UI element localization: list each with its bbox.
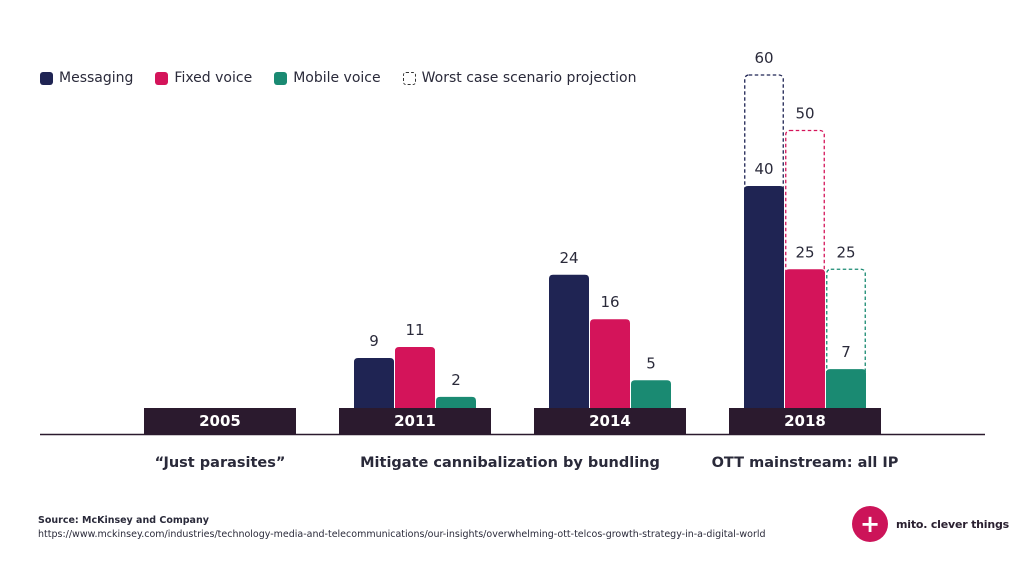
value-label-mobile-voice-2011: 2: [451, 371, 461, 389]
x-tick-label-2018: 2018: [784, 412, 826, 430]
value-label-mobile-voice-2014: 5: [646, 354, 656, 372]
legend-swatch-fixed-voice: [155, 71, 169, 85]
plus-icon: +: [852, 506, 888, 542]
bar-chart: 2005 9 11 2 2011 24 16 5 2014 40 25 7 60 50 25 2018 “Jus…: [40, 49, 985, 471]
value-label-mobile-voice-2018: 7: [841, 343, 851, 361]
source-url: https://www.mckinsey.com/industries/tech…: [38, 529, 766, 540]
bar-mobile-voice-2018: [826, 369, 866, 408]
value-label-messaging-2018: 40: [754, 160, 773, 178]
x-tick-label-2011: 2011: [394, 412, 436, 430]
phase-label-2: Mitigate cannibalization by bundling: [360, 455, 660, 471]
source-title: Source: McKinsey and Company: [38, 515, 209, 526]
legend-label-fixed-voice: Fixed voice: [174, 70, 253, 86]
phase-label-1: “Just parasites”: [155, 455, 286, 471]
chart-legend: Messaging Fixed voice Mobile voice Worst…: [40, 70, 636, 86]
worst-case-label-messaging-2018: 60: [754, 49, 773, 67]
worst-case-label-mobile-voice-2018: 25: [836, 243, 855, 261]
value-label-messaging-2014: 24: [559, 249, 578, 267]
bar-fixed-voice-2011: [395, 346, 435, 408]
legend-label-messaging: Messaging: [59, 70, 134, 86]
brand-text: mito. clever things: [896, 517, 1010, 531]
legend-label-mobile-voice: Mobile voice: [293, 70, 381, 86]
x-tick-label-2014: 2014: [589, 412, 631, 430]
legend-item-messaging: Messaging: [40, 70, 133, 86]
source-note: Source: McKinsey and Company https://www…: [38, 514, 766, 542]
value-label-fixed-voice-2014: 16: [600, 293, 619, 311]
year-box-2005: [144, 408, 296, 434]
legend-swatch-messaging: [40, 71, 53, 85]
legend-item-worst-case: Worst case scenario projection: [402, 70, 637, 86]
worst-case-outline-messaging-2018: [744, 74, 784, 409]
legend-item-fixed-voice: Fixed voice: [155, 70, 252, 86]
legend-label-worst-case: Worst case scenario projection: [421, 70, 637, 86]
legend-item-mobile-voice: Mobile voice: [274, 70, 381, 86]
bar-mobile-voice-2011: [436, 396, 476, 408]
value-label-fixed-voice-2018: 25: [795, 243, 814, 261]
brand-logo: + mito. clever things: [852, 506, 1009, 542]
year-box-2011: [339, 408, 491, 434]
x-tick-label-2005: 2005: [199, 412, 241, 430]
bar-messaging-2011: [354, 358, 394, 408]
bar-fixed-voice-2014: [590, 319, 630, 408]
bar-messaging-2018: [744, 186, 784, 408]
legend-swatch-worst-case: [402, 71, 416, 85]
bar-fixed-voice-2018: [785, 269, 825, 408]
legend-swatch-mobile-voice: [274, 71, 288, 85]
year-box-2014: [534, 408, 686, 434]
value-label-fixed-voice-2011: 11: [405, 321, 424, 339]
phase-label-3: OTT mainstream: all IP: [712, 455, 899, 471]
bar-messaging-2014: [549, 274, 589, 408]
value-label-messaging-2011: 9: [369, 332, 379, 350]
year-box-2018: [729, 408, 881, 434]
bar-mobile-voice-2014: [631, 380, 671, 408]
worst-case-label-fixed-voice-2018: 50: [795, 105, 814, 123]
